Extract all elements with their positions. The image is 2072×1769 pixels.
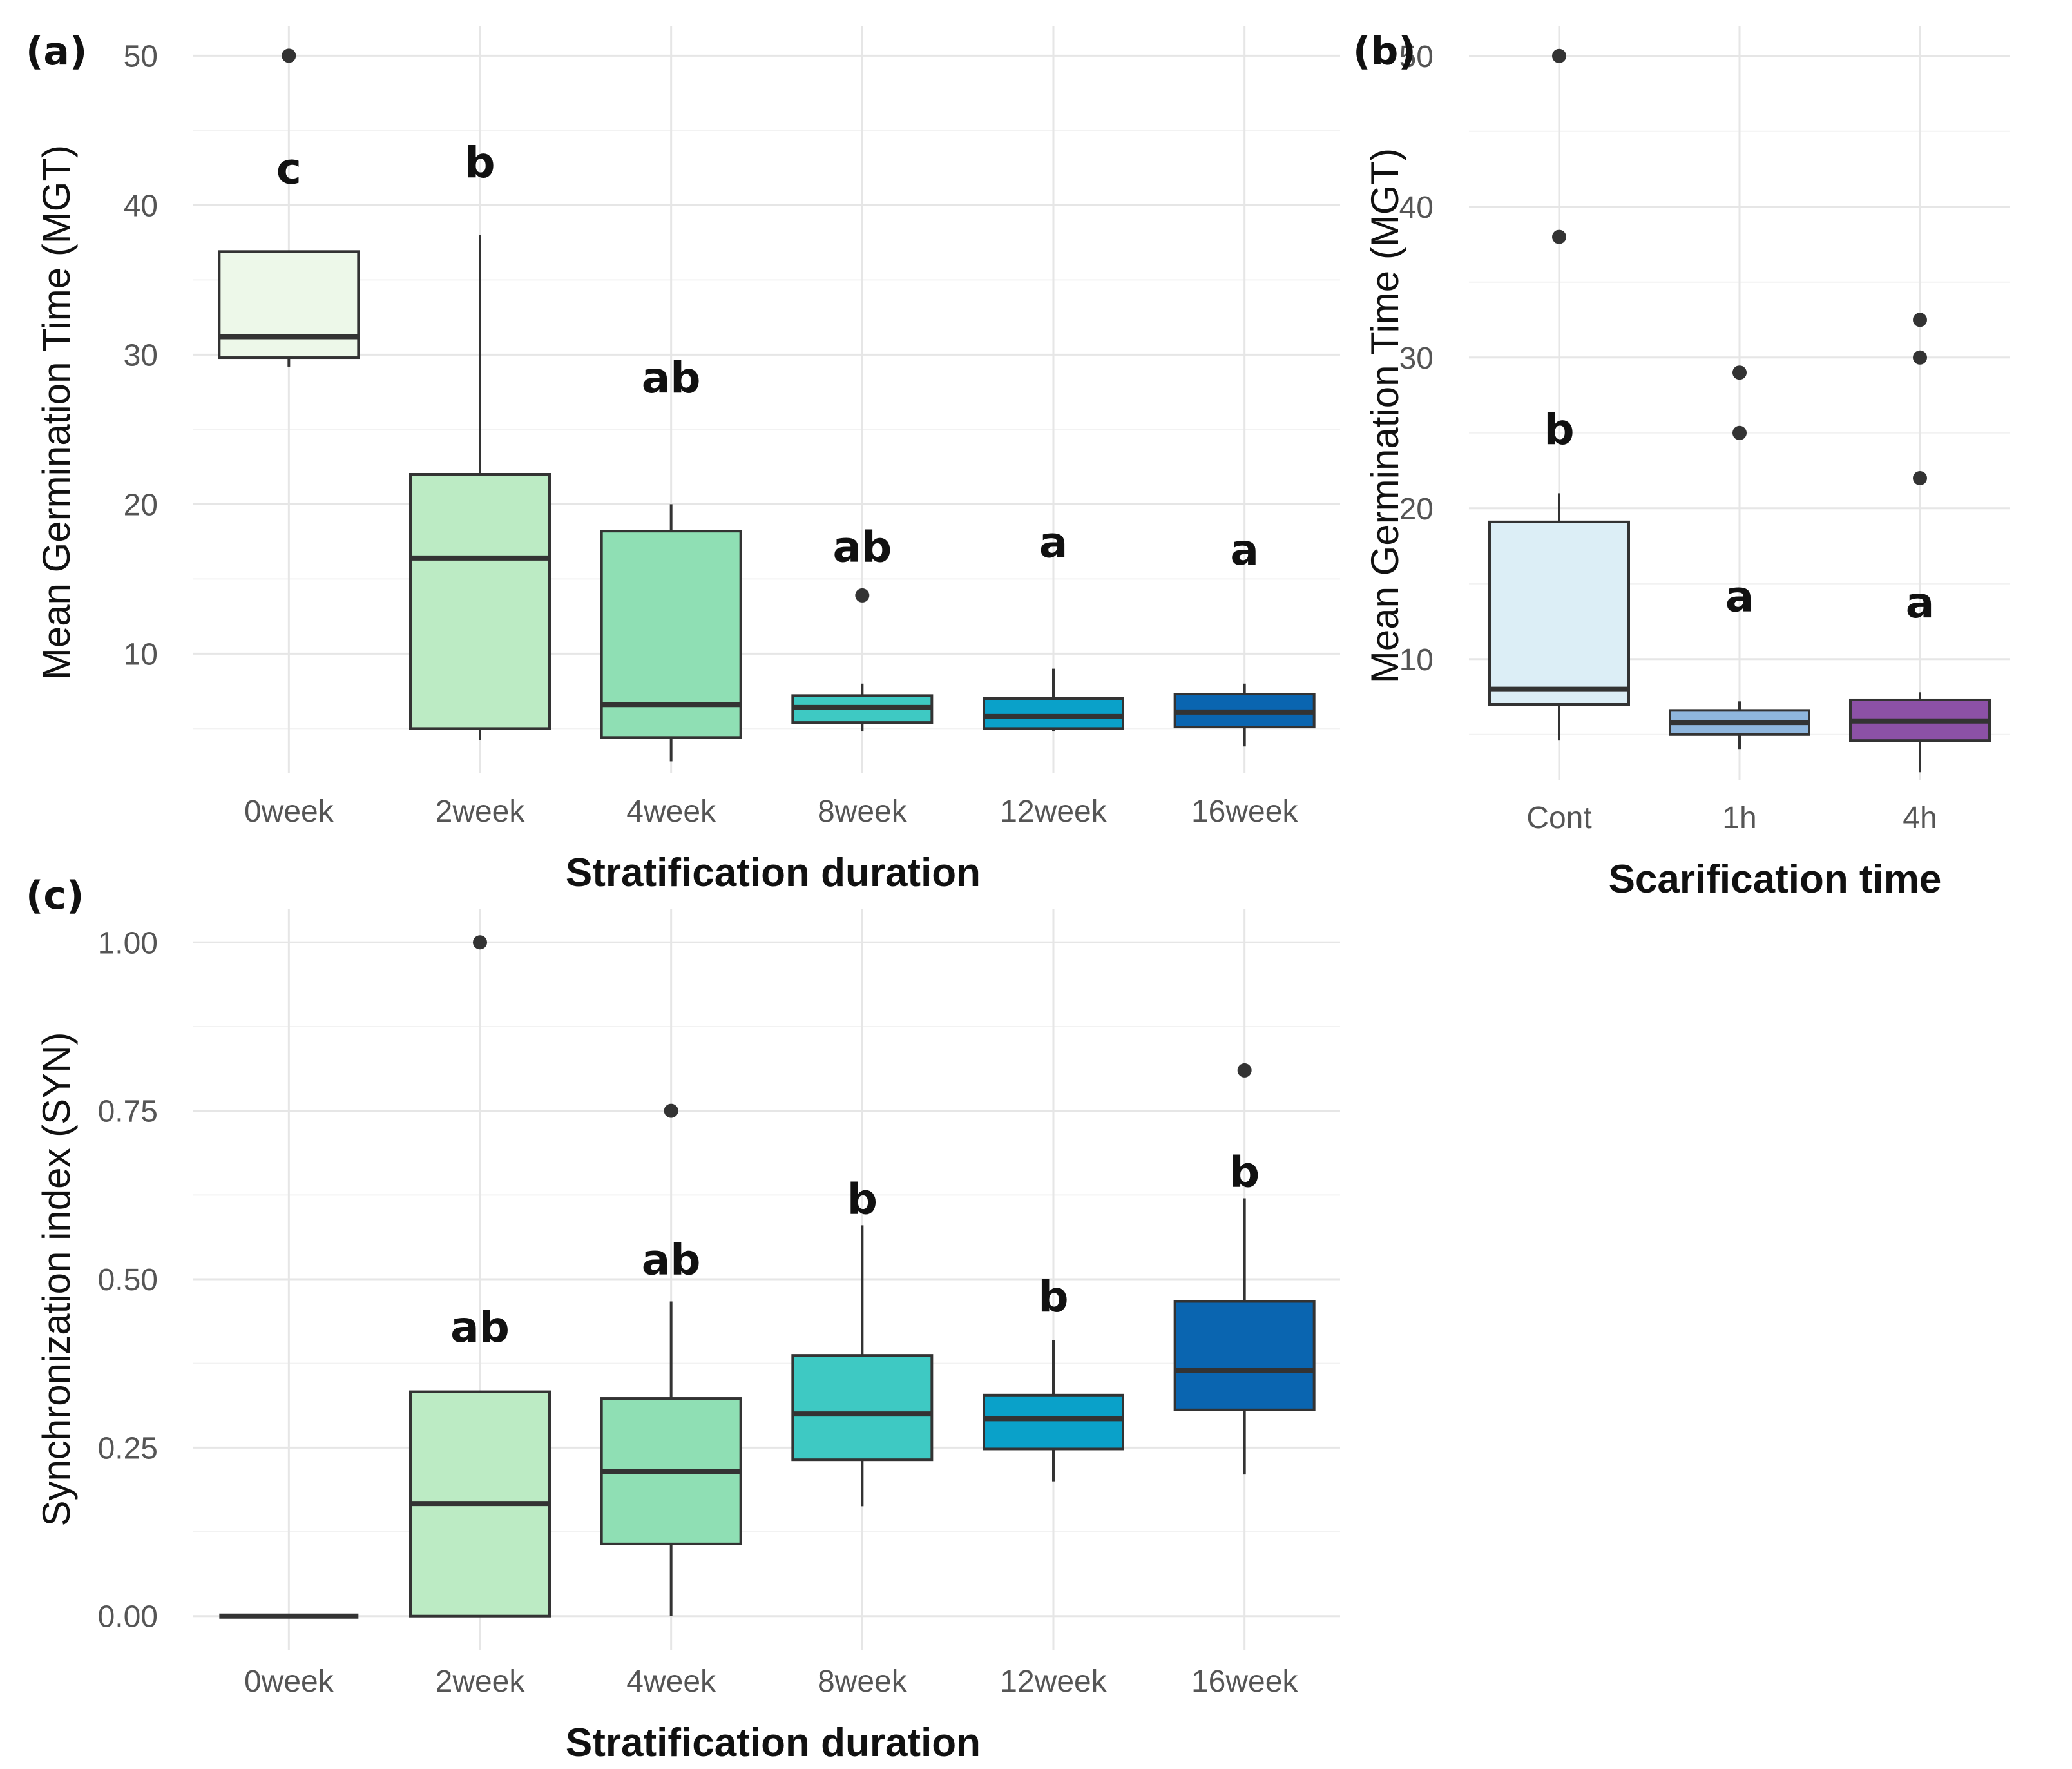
y-tick-label: 0.00 (98, 1600, 158, 1634)
significance-letter: a (1906, 578, 1935, 628)
significance-letter: ab (832, 522, 892, 572)
y-axis-title: Mean Germination Time (MGT) (1363, 148, 1406, 683)
panel-b: 10 20 30 40 50 b Cont a 1h a 4h Scarification time M… (1353, 26, 2010, 902)
x-tick-label: 12week (1000, 795, 1107, 829)
x-axis-title: Scarification time (1609, 857, 1942, 902)
x-tick-label: 8week (818, 795, 908, 829)
x-tick-label: 1h (1722, 801, 1756, 835)
outlier-point (1732, 365, 1747, 380)
box-Cont: b (1488, 48, 1630, 741)
x-axis-title: Stratification duration (566, 851, 981, 895)
outlier-point (1913, 350, 1927, 365)
outlier-point (1552, 48, 1566, 63)
x-tick-label: 2week (436, 1665, 526, 1699)
significance-letter: ab (642, 1235, 701, 1285)
outlier-point (1237, 1063, 1252, 1078)
outlier-point (1913, 471, 1927, 485)
y-tick-label: 40 (1399, 191, 1434, 225)
x-tick-label: 4week (626, 795, 716, 829)
outlier-point (855, 588, 870, 603)
y-tick-label: 0.75 (98, 1095, 158, 1129)
y-tick-label: 10 (1399, 643, 1434, 677)
box-8week: b (791, 1175, 934, 1507)
significance-letter: b (847, 1175, 878, 1224)
box-0week: c (218, 48, 360, 367)
outlier-point (473, 935, 487, 950)
x-tick-label: 0week (244, 795, 334, 829)
panel-label: (c) (26, 873, 84, 918)
iqr-box (1173, 1300, 1316, 1411)
y-tick-label: 10 (124, 637, 158, 672)
x-axis-title: Stratification duration (566, 1721, 981, 1765)
significance-letter: b (1038, 1272, 1068, 1322)
box-1h: a (1669, 365, 1810, 750)
outlier-point (282, 48, 296, 63)
x-tick-label: 8week (818, 1665, 908, 1699)
significance-letter: c (276, 144, 302, 193)
panel-label: (b) (1353, 29, 1416, 74)
y-axis-title: Synchronization index (SYN) (35, 1032, 78, 1526)
significance-letter: b (465, 138, 495, 188)
x-tick-label: 0week (244, 1665, 334, 1699)
significance-letter: a (1230, 525, 1259, 575)
y-tick-label: 20 (124, 488, 158, 522)
outlier-point (664, 1103, 678, 1118)
y-tick-label: 30 (1399, 342, 1434, 376)
box-16week: a (1173, 525, 1316, 747)
x-tick-label: 4h (1903, 801, 1937, 835)
significance-letter: b (1544, 405, 1574, 454)
box-2week: ab (409, 935, 551, 1618)
iqr-box (1488, 520, 1630, 706)
y-tick-label: 1.00 (98, 926, 158, 960)
y-tick-label: 30 (124, 338, 158, 372)
box-4week: ab (600, 1103, 742, 1616)
x-tick-label: 2week (436, 795, 526, 829)
iqr-box (983, 1393, 1124, 1451)
significance-letter: ab (450, 1302, 510, 1352)
outlier-point (1732, 425, 1747, 440)
panel-a: 10 20 30 40 50 c 0week b 2week ab 4week ab 8week a 12w… (26, 26, 1340, 895)
outlier-point (1913, 313, 1927, 327)
significance-letter: a (1039, 517, 1068, 567)
significance-letter: b (1229, 1148, 1260, 1197)
box-4week: ab (600, 353, 742, 762)
iqr-box (791, 1354, 934, 1462)
outlier-point (1552, 229, 1566, 244)
x-tick-label: 12week (1000, 1665, 1107, 1699)
x-tick-label: 16week (1191, 1665, 1298, 1699)
y-tick-label: 50 (1399, 40, 1434, 74)
y-tick-label: 20 (1399, 492, 1434, 527)
significance-letter: ab (642, 353, 701, 403)
y-axis-title: Mean Germination Time (MGT) (35, 145, 78, 680)
box-12week: b (983, 1272, 1124, 1482)
iqr-box (218, 250, 360, 360)
y-tick-label: 50 (124, 39, 158, 73)
significance-letter: a (1725, 572, 1754, 622)
iqr-box (409, 473, 551, 730)
x-tick-label: 4week (626, 1665, 716, 1699)
y-tick-label: 0.50 (98, 1263, 158, 1297)
box-16week: b (1173, 1063, 1316, 1475)
y-tick-label: 0.25 (98, 1431, 158, 1465)
x-tick-label: 16week (1191, 795, 1298, 829)
panel-c: 0.00 0.25 0.50 0.75 1.00 0week ab 2week ab 4week b… (26, 873, 1340, 1765)
box-12week: a (983, 517, 1124, 732)
box-4h: a (1849, 313, 1991, 773)
panel-label: (a) (26, 29, 87, 74)
y-tick-label: 40 (124, 189, 158, 223)
x-tick-label: Cont (1526, 801, 1591, 835)
iqr-box (983, 697, 1124, 730)
box-2week: b (409, 138, 551, 740)
box-8week: ab (791, 522, 934, 732)
